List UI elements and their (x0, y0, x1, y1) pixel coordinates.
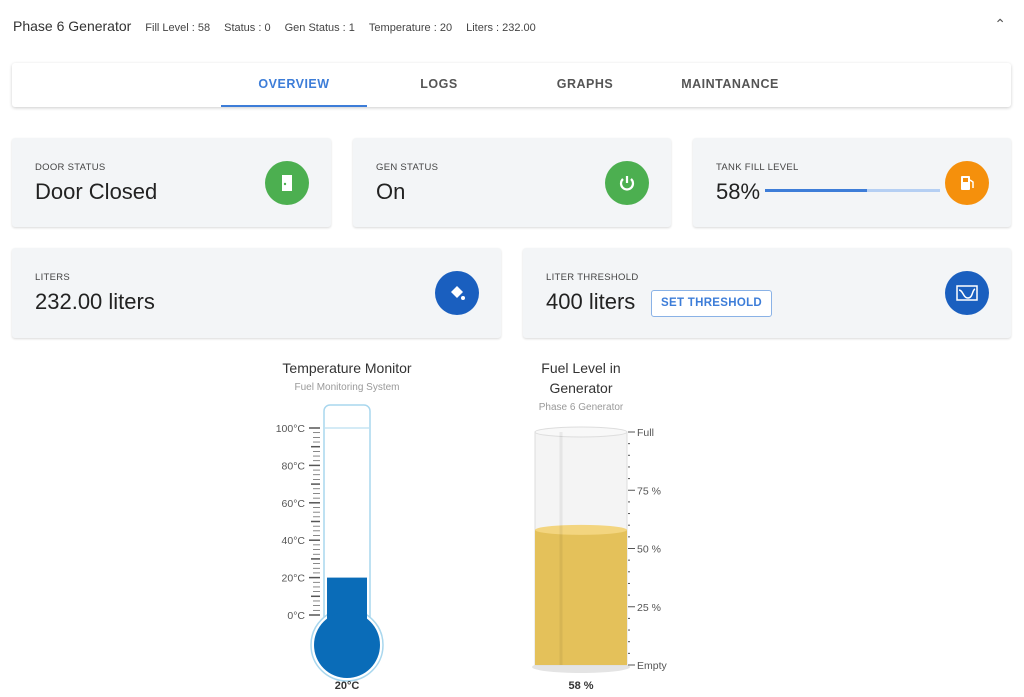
temperature-field: Temperature : 20 (368, 22, 453, 34)
cylinder-tick-label: 75 % (637, 485, 661, 497)
cylinder-tick-label: 50 % (637, 544, 661, 556)
card-label: LITER THRESHOLD (546, 272, 639, 283)
device-title: Phase 6 Generator (13, 18, 132, 34)
thermo-tick-label: 0°C (287, 610, 305, 622)
thermometer: 0°C 20°C 40°C 60°C 80°C 100°C (276, 404, 384, 682)
cylinder-title-line1: Fuel Level in (541, 360, 620, 376)
card-value: 232.00 liters (35, 289, 155, 314)
cylinder-fill (535, 529, 627, 665)
thermo-title: Temperature Monitor (282, 360, 412, 376)
door-status-card: DOOR STATUS Door Closed (12, 138, 331, 227)
gen-status-field: Gen Status : 1 (284, 22, 355, 34)
cylinder-subtitle: Phase 6 Generator (539, 402, 624, 413)
liters-card: LITERS 232.00 liters (12, 248, 501, 338)
tab-overview[interactable]: OVERVIEW (221, 63, 367, 107)
card-label: LITERS (35, 272, 71, 283)
liter-threshold-card: LITER THRESHOLD 400 liters SET THRESHOLD (523, 248, 1011, 338)
door-icon (265, 161, 309, 205)
tab-maintanance[interactable]: MAINTANANCE (681, 77, 779, 91)
status-field: Status : 0 (224, 22, 271, 34)
cylinder-tick-label: 25 % (637, 602, 661, 614)
tab-logs[interactable]: LOGS (420, 77, 458, 91)
cylinder-title-line2: Generator (549, 380, 612, 396)
tab-graphs[interactable]: GRAPHS (556, 77, 614, 91)
liters-field: Liters : 232.00 (466, 22, 536, 34)
chart-icon (945, 271, 989, 315)
header: Phase 6 Generator Fill Level : 58 Status… (13, 18, 536, 34)
tank-fill-card: TANK FILL LEVEL 58% (693, 138, 1011, 227)
thermo-tick-label: 40°C (282, 535, 306, 547)
thermo-tick-label: 80°C (282, 460, 306, 472)
tab-bar: OVERVIEW LOGS GRAPHS MAINTANANCE (12, 63, 1011, 107)
set-threshold-button[interactable]: SET THRESHOLD (651, 290, 773, 317)
fuel-pump-icon (945, 161, 989, 205)
cylinder-top (534, 426, 628, 438)
gen-status-card: GEN STATUS On (353, 138, 671, 227)
collapse-chevron-up-icon[interactable]: ⌃ (994, 16, 1006, 32)
card-value: On (376, 179, 406, 204)
cylinder-tick-label: Full (637, 427, 654, 439)
tank-fill-progress-bar (765, 189, 940, 192)
power-icon (605, 161, 649, 205)
thermo-bulb (314, 612, 380, 678)
thermo-subtitle: Fuel Monitoring System (294, 382, 399, 393)
cylinder-fill-surface (535, 524, 627, 535)
thermo-tick-label: 60°C (282, 498, 306, 510)
thermo-value-label: 20°C (335, 680, 360, 692)
card-label: TANK FILL LEVEL (716, 162, 799, 173)
thermo-tick-label: 20°C (282, 573, 306, 585)
paint-bucket-icon (435, 271, 479, 315)
fill-level-field: Fill Level : 58 (145, 22, 211, 34)
fuel-cylinder: Empty 25 % 50 % 75 % Full (532, 426, 668, 673)
card-value: 400 liters (546, 289, 636, 314)
card-label: DOOR STATUS (35, 162, 106, 173)
thermo-tick-label: 100°C (276, 423, 306, 435)
card-label: GEN STATUS (376, 162, 439, 173)
card-value: Door Closed (35, 179, 158, 204)
cylinder-value-label: 58 % (568, 680, 593, 692)
card-value: 58% (716, 179, 761, 204)
cylinder-tick-label: Empty (637, 660, 668, 672)
